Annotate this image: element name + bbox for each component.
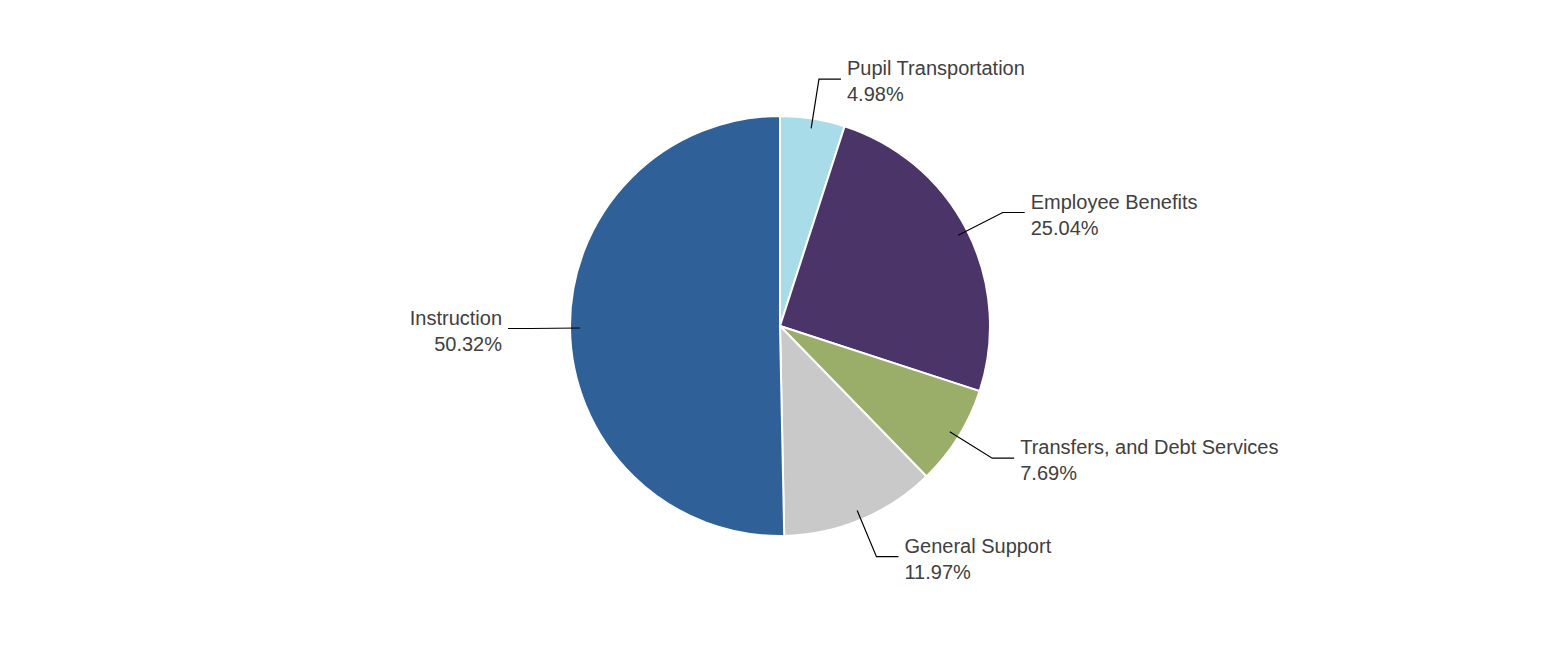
- svg-text:11.97%: 11.97%: [904, 561, 971, 583]
- svg-text:Transfers, and Debt Services: Transfers, and Debt Services: [1020, 436, 1278, 458]
- svg-text:25.04%: 25.04%: [1031, 217, 1099, 239]
- svg-text:50.32%: 50.32%: [434, 333, 502, 355]
- svg-text:Employee Benefits: Employee Benefits: [1031, 191, 1198, 213]
- svg-text:7.69%: 7.69%: [1020, 462, 1077, 484]
- svg-text:General Support: General Support: [904, 535, 1051, 557]
- svg-text:4.98%: 4.98%: [847, 83, 904, 105]
- svg-text:Instruction: Instruction: [410, 307, 502, 329]
- svg-text:Pupil Transportation: Pupil Transportation: [847, 57, 1025, 79]
